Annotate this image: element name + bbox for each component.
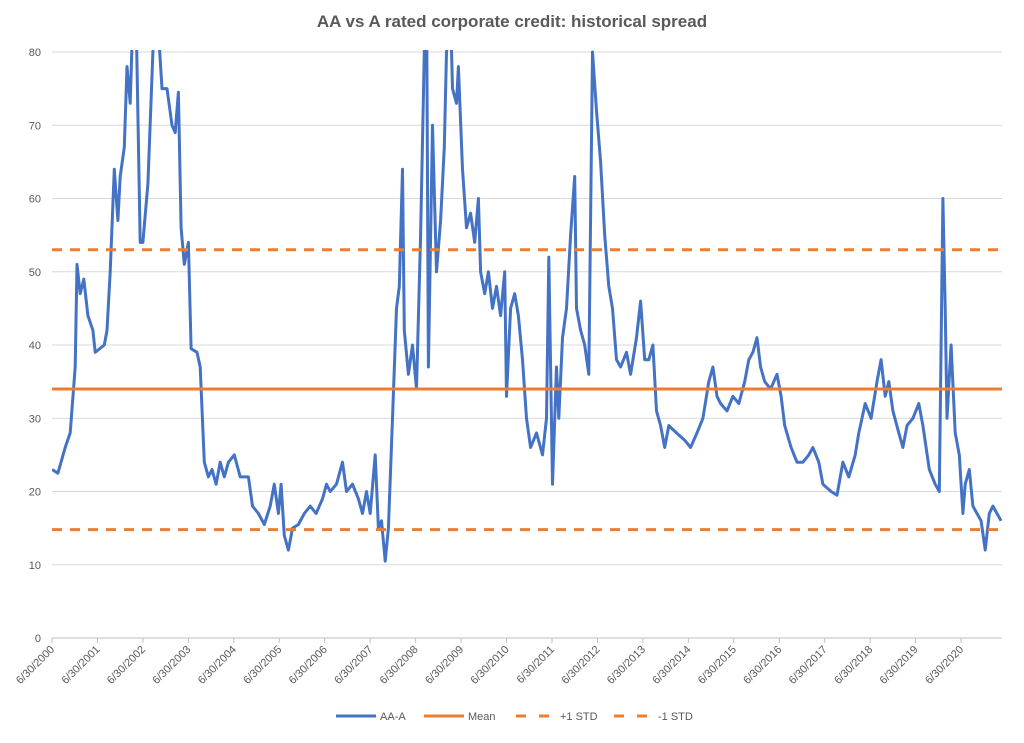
legend-label: -1 STD	[658, 711, 693, 723]
x-tick-label: 6/30/2006	[287, 644, 330, 687]
x-tick-label: 6/30/2020	[923, 644, 966, 687]
x-tick-label: 6/30/2005	[241, 644, 284, 687]
y-tick-label: 70	[29, 120, 41, 132]
series-line-aa-a	[52, 50, 1003, 563]
legend: AA-A Mean +1 STD -1 STD	[336, 711, 693, 723]
x-tick-label: 6/30/2004	[196, 644, 239, 687]
x-tick-label: 6/30/2016	[741, 644, 784, 687]
chart-title: AA vs A rated corporate credit: historic…	[317, 12, 707, 31]
x-tick-label: 6/30/2009	[423, 644, 466, 687]
x-tick-label: 6/30/2013	[605, 644, 648, 687]
x-tick-label: 6/30/2008	[378, 644, 421, 687]
y-tick-label: 10	[29, 560, 41, 572]
x-tick-label: 6/30/2001	[59, 644, 102, 687]
x-tick-label: 6/30/2012	[559, 644, 602, 687]
y-tick-label: 30	[29, 413, 41, 425]
x-axis: 6/30/2000 6/30/2001 6/30/2002 6/30/2003 6/30…	[14, 638, 966, 687]
x-tick-label: 6/30/2007	[332, 644, 375, 687]
y-axis: 0 10 20 30 40 50 60 70 80	[29, 47, 41, 645]
y-tick-label: 50	[29, 267, 41, 279]
legend-label: Mean	[468, 711, 496, 723]
x-tick-label: 6/30/2002	[105, 644, 148, 687]
legend-label: AA-A	[380, 711, 406, 723]
x-tick-label: 6/30/2014	[650, 644, 693, 687]
x-tick-label: 6/30/2015	[696, 644, 739, 687]
y-tick-label: 80	[29, 47, 41, 59]
x-tick-label: 6/30/2010	[469, 644, 512, 687]
y-tick-label: 20	[29, 487, 41, 499]
y-tick-label: 40	[29, 340, 41, 352]
x-tick-label: 6/30/2011	[515, 644, 558, 687]
legend-label: +1 STD	[560, 711, 598, 723]
x-tick-label: 6/30/2019	[878, 644, 921, 687]
gridlines	[52, 51, 1002, 639]
x-tick-label: 6/30/2018	[832, 644, 875, 687]
series-group	[52, 50, 1003, 563]
y-tick-label: 60	[29, 194, 41, 206]
x-tick-label: 6/30/2000	[14, 644, 57, 687]
x-tick-label: 6/30/2003	[150, 644, 193, 687]
y-tick-label: 0	[35, 633, 41, 645]
x-tick-label: 6/30/2017	[787, 644, 830, 687]
